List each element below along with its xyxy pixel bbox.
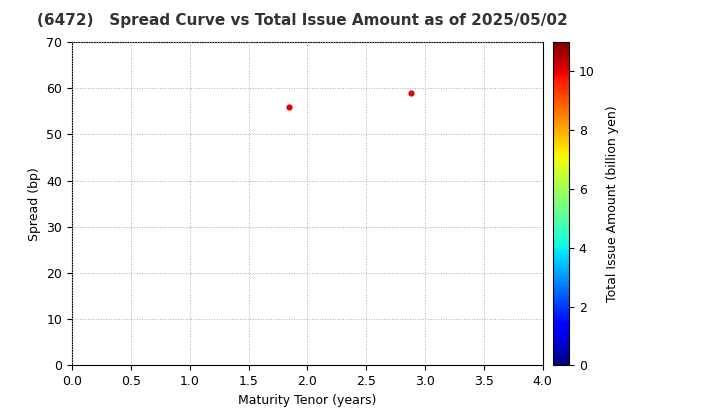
Y-axis label: Spread (bp): Spread (bp) [28,167,41,241]
X-axis label: Maturity Tenor (years): Maturity Tenor (years) [238,394,377,407]
Text: (6472)   Spread Curve vs Total Issue Amount as of 2025/05/02: (6472) Spread Curve vs Total Issue Amoun… [37,13,568,28]
Point [283,103,294,110]
Point [405,89,417,96]
Y-axis label: Total Issue Amount (billion yen): Total Issue Amount (billion yen) [606,105,618,302]
